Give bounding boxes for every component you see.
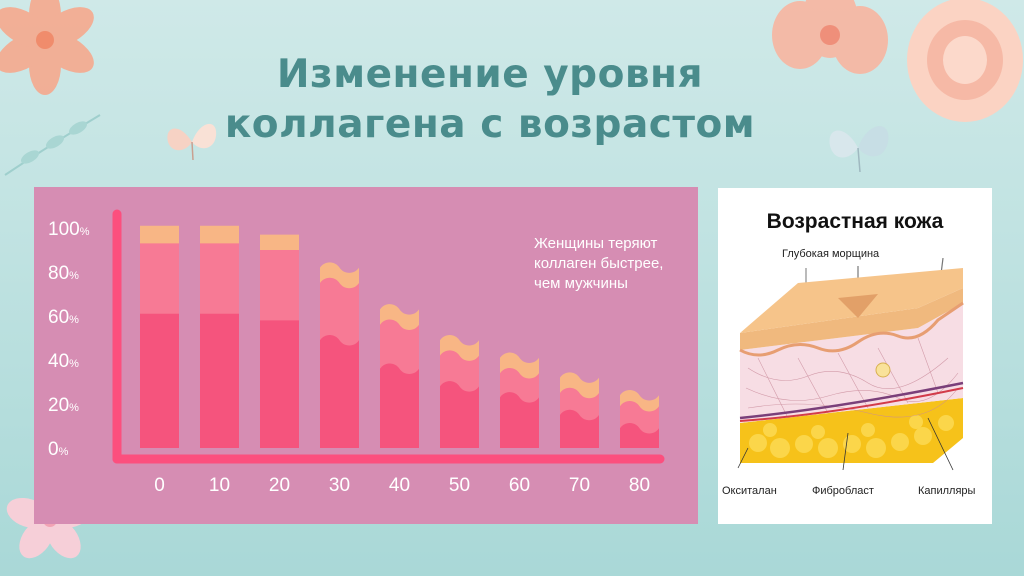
x-tick-label: 70 — [569, 475, 590, 496]
bar-segment-lower — [320, 334, 359, 448]
y-tick-label: 100% — [48, 219, 90, 240]
y-tick-unit: % — [69, 270, 79, 282]
label-fibroblast: Фибробласт — [812, 485, 874, 497]
x-tick-label: 60 — [509, 475, 530, 496]
flowers-top-right-icon — [772, 0, 1023, 122]
bar-segment-lower — [380, 363, 419, 448]
butterfly-right-icon — [829, 126, 889, 173]
y-tick-label: 40% — [48, 351, 79, 372]
y-tick-label: 60% — [48, 307, 79, 328]
leaf-branch-left-icon — [4, 114, 101, 176]
slide-title: Изменение уровня коллагена с возрастом — [160, 50, 820, 150]
y-tick-unit: % — [69, 402, 79, 414]
bar-segment-lower — [560, 409, 599, 448]
y-tick-label: 0% — [48, 439, 69, 460]
bar-segment-lower — [260, 320, 299, 448]
skin-diagram-title: Возрастная кожа — [766, 210, 944, 233]
x-tick-label: 20 — [269, 475, 290, 496]
bar-segment-lower — [500, 392, 539, 448]
chart-annotation: Женщины теряют коллаген быстрее, чем муж… — [534, 235, 664, 292]
x-tick-label: 0 — [154, 475, 165, 496]
y-tick-label: 80% — [48, 263, 79, 284]
y-tick-unit: % — [59, 446, 69, 458]
collagen-chart-panel: 100% 80% 60% 40% 20% 0% 0 10 20 30 40 50 60 70 80 Женщ… — [34, 187, 698, 524]
bar-segment-lower — [620, 422, 659, 448]
y-tick-unit: % — [69, 314, 79, 326]
y-tick-unit: % — [80, 226, 90, 238]
bar-segment-lower — [200, 313, 239, 448]
label-deep-wrinkle: Глубокая морщина — [782, 248, 880, 260]
x-tick-label: 10 — [209, 475, 230, 496]
label-oxytalan: Окситалан — [722, 485, 777, 497]
x-tick-label: 30 — [329, 475, 350, 496]
bar-segment-lower — [440, 381, 479, 448]
flower-top-left-icon — [0, 0, 94, 95]
x-tick-label: 40 — [389, 475, 410, 496]
label-capillaries: Капилляры — [918, 485, 976, 497]
collagen-bar-chart: 100% 80% 60% 40% 20% 0% 0 10 20 30 40 50 60 70 80 — [48, 209, 665, 496]
y-tick-label: 20% — [48, 395, 79, 416]
skin-cross-section-illustration — [737, 258, 964, 471]
butterfly-left-icon — [167, 123, 217, 161]
title-line-1: Изменение уровня — [276, 52, 704, 97]
x-tick-label: 80 — [629, 475, 650, 496]
x-tick-label: 50 — [449, 475, 470, 496]
aging-skin-diagram: Возрастная кожа Глубокая морщина — [718, 188, 992, 524]
y-tick-unit: % — [69, 358, 79, 370]
bar-segment-lower — [140, 313, 179, 448]
title-line-2: коллагена с возрастом — [224, 102, 756, 147]
